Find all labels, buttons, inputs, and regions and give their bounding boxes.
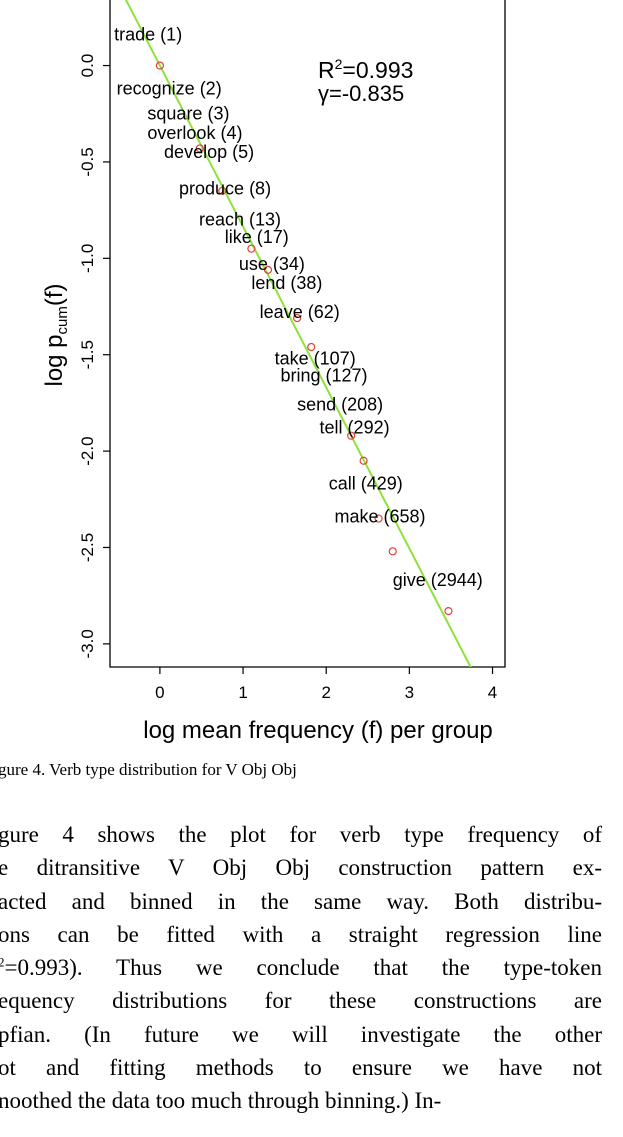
point-label: tell (292) bbox=[320, 418, 390, 438]
point-label: recognize (2) bbox=[117, 78, 222, 98]
paragraph-line: gure 4 shows the plot for verb type freq… bbox=[0, 822, 602, 847]
data-point bbox=[307, 342, 316, 352]
data-point bbox=[388, 547, 397, 556]
paragraph-line: pfian. (In future we will investigate th… bbox=[0, 1021, 602, 1047]
data-point bbox=[155, 61, 164, 70]
x-tick-label: 0 bbox=[155, 683, 164, 702]
gamma-annotation: γ=-0.835 bbox=[318, 81, 404, 106]
y-tick-label: -3.0 bbox=[78, 629, 97, 658]
data-point bbox=[247, 244, 256, 253]
y-tick-label: -2.0 bbox=[78, 436, 97, 465]
point-label: use (34) bbox=[239, 254, 305, 274]
data-point bbox=[359, 456, 368, 465]
x-tick-label: 1 bbox=[238, 683, 247, 702]
paragraph-line: equency distributions for these construc… bbox=[0, 988, 602, 1014]
point-label: make (658) bbox=[335, 506, 426, 526]
point-label: square (3) bbox=[147, 104, 229, 124]
point-label: produce (8) bbox=[179, 179, 271, 199]
paragraph-line: acted and binned in the same way. Both d… bbox=[0, 888, 602, 914]
point-label: reach (13) bbox=[199, 210, 281, 230]
paragraph-line: ot and fitting methods to ensure we have… bbox=[0, 1055, 602, 1081]
point-label: bring (127) bbox=[280, 366, 367, 386]
point-label: give (2944) bbox=[393, 570, 483, 590]
plot-frame bbox=[109, 0, 506, 668]
scatter-plot: trade (1) recognize (2) square (3)overlook… bbox=[41, 0, 506, 744]
paragraph-line: noothed the data too much through binnin… bbox=[0, 1088, 442, 1114]
x-tick-label: 3 bbox=[405, 683, 414, 702]
point-label: lend (38) bbox=[251, 273, 322, 293]
y-tick-label: -2.5 bbox=[78, 533, 97, 562]
data-point bbox=[195, 144, 204, 153]
point-label: trade (1) bbox=[114, 24, 182, 44]
data-point bbox=[374, 514, 383, 523]
r-squared-annotation: R2=0.993 bbox=[318, 56, 413, 83]
point-label: leave (62) bbox=[260, 302, 340, 322]
point-label: like (17) bbox=[225, 227, 289, 247]
x-tick-label: 4 bbox=[488, 683, 497, 702]
svg-text:log pcum(f): log pcum(f) bbox=[41, 283, 71, 386]
body-paragraph: gure 4 shows the plot for verb type freq… bbox=[0, 818, 602, 1118]
data-point bbox=[293, 313, 302, 323]
y-tick-label: -0.5 bbox=[78, 147, 97, 176]
figure-caption: gure 4. Verb type distribution for V Obj… bbox=[0, 760, 297, 779]
x-tick-label: 2 bbox=[321, 683, 330, 702]
y-tick-label: -1.0 bbox=[78, 244, 97, 273]
paragraph-line: ons can be fitted with a straight regres… bbox=[0, 921, 602, 947]
point-label: overlook (4) bbox=[147, 123, 242, 143]
regression-line bbox=[124, 0, 472, 667]
data-point bbox=[263, 265, 273, 274]
y-axis-label: log pcum(f) bbox=[41, 283, 71, 386]
data-point bbox=[444, 606, 453, 616]
paragraph-line: 2=0.993). Thus we conclude that the type… bbox=[0, 954, 602, 981]
data-point bbox=[218, 186, 227, 195]
point-label: develop (5) bbox=[164, 142, 254, 162]
y-tick-label: 0.0 bbox=[78, 54, 97, 78]
paragraph-line: e ditransitive V Obj Obj construction pa… bbox=[0, 855, 602, 881]
point-label: call (429) bbox=[329, 474, 403, 494]
y-tick-label: -1.5 bbox=[78, 340, 97, 369]
point-label: send (208) bbox=[297, 395, 383, 415]
x-axis-label: log mean frequency (f) per group bbox=[143, 717, 493, 744]
data-point bbox=[347, 431, 356, 440]
point-label: take (107) bbox=[275, 348, 356, 368]
